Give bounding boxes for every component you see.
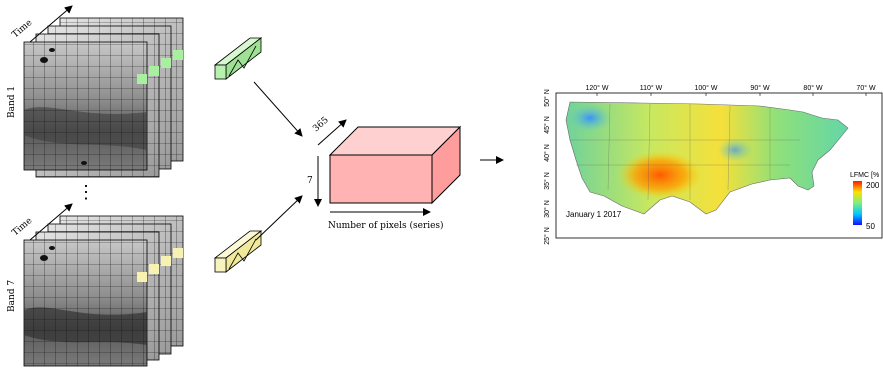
map-date-label: January 1 2017 <box>566 210 622 219</box>
time-label-top: Time <box>11 18 35 40</box>
time-arrow-top <box>29 5 73 43</box>
pixel-series-highlight-bottom <box>137 248 183 282</box>
arrow-top-to-cube <box>253 81 303 137</box>
cube-height-label: 7 <box>307 176 313 186</box>
data-cube <box>328 125 462 205</box>
legend-title: LFMC [% <box>850 172 879 179</box>
dry-region-southwest <box>618 151 702 199</box>
band-7-image-stack <box>23 215 184 367</box>
longitude-ticks <box>596 93 867 96</box>
pixel-vector-bottom <box>213 230 263 273</box>
lon-tick-label: 100° W <box>694 84 717 92</box>
lon-tick-label: 110° W <box>640 84 663 92</box>
latitude-axis: 50° N 45° N 40° N 35° N 30° N 25° N <box>543 89 551 245</box>
band-7-label: Band 7 <box>7 280 17 312</box>
lon-tick-label: 70° W <box>856 84 876 92</box>
lon-tick-label: 120° W <box>585 84 608 92</box>
band-1-label: Band 1 <box>7 86 17 118</box>
legend-max-label: 200 <box>866 181 880 190</box>
longitude-axis: 120° W 110° W 100° W 90° W 80° W 70° W <box>585 84 875 92</box>
ellipsis: ⋮ <box>77 182 95 203</box>
lon-tick-label: 80° W <box>803 84 823 92</box>
arrow-bottom-to-cube <box>255 195 303 241</box>
time-label-bottom: Time <box>11 216 35 238</box>
state-borders <box>570 103 800 201</box>
lon-tick-label: 90° W <box>750 84 770 92</box>
lat-tick-label: 30° N <box>543 200 551 218</box>
lat-tick-label: 35° N <box>543 172 551 190</box>
legend-color-bar <box>853 181 862 225</box>
cube-width-label: Number of pixels (series) <box>328 220 444 231</box>
legend-min-label: 50 <box>866 222 875 231</box>
depth-arrow <box>317 119 347 146</box>
wet-region-central <box>717 138 753 162</box>
wet-region-northwest <box>568 104 612 132</box>
lat-tick-label: 25° N <box>543 227 551 245</box>
band-1-image-stack <box>23 17 184 178</box>
lfmc-map: 120° W 110° W 100° W 90° W 80° W 70° W 5… <box>543 84 883 245</box>
cube-depth-label: 365 <box>311 115 331 134</box>
time-arrow-bottom <box>29 203 73 241</box>
stack-layer-front <box>23 41 148 171</box>
pixel-vector-top <box>213 37 263 80</box>
lat-tick-label: 45° N <box>543 116 551 134</box>
stack-layer-front <box>23 239 148 367</box>
lat-tick-label: 50° N <box>543 89 551 107</box>
pixel-series-highlight-top <box>137 50 183 84</box>
lfmc-legend: LFMC [% 200 50 <box>850 172 880 231</box>
lat-tick-label: 40° N <box>543 144 551 162</box>
